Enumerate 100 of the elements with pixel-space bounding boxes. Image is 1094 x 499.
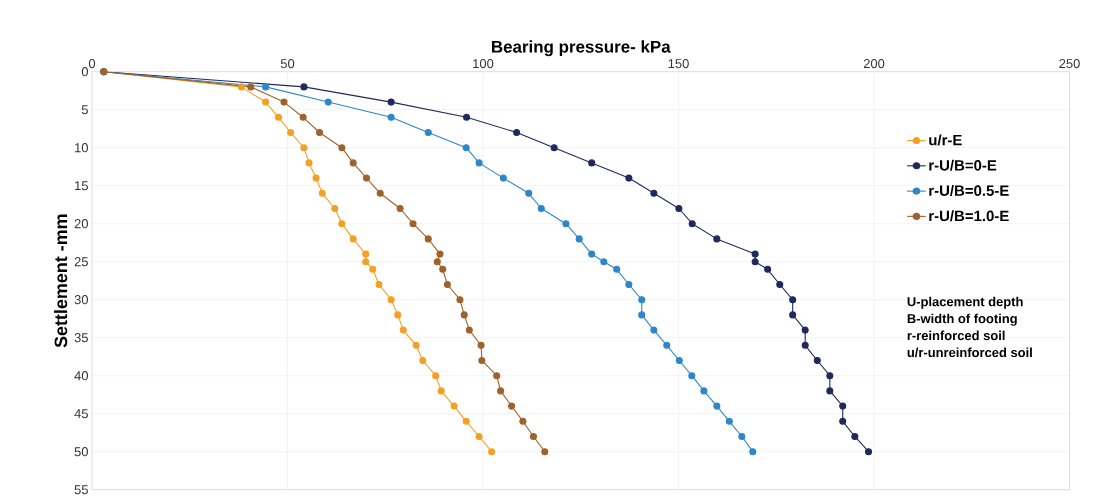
point [663, 341, 671, 349]
point [349, 159, 357, 167]
point [575, 235, 583, 243]
point [437, 387, 445, 395]
point [399, 326, 407, 334]
point [751, 250, 759, 258]
point [387, 296, 395, 304]
x-tick-label: 0 [88, 59, 96, 69]
point [713, 235, 721, 243]
point [725, 417, 733, 425]
point [688, 220, 696, 228]
point [826, 387, 834, 395]
x-tick-label: 250 [1059, 59, 1080, 69]
point [312, 174, 320, 182]
y-tick-label: 45 [74, 409, 88, 419]
annotation: B-width of footing [907, 313, 1017, 326]
point [508, 402, 516, 410]
point [826, 372, 834, 380]
point [316, 128, 324, 137]
point [519, 417, 527, 425]
point [376, 189, 384, 197]
point [280, 98, 288, 106]
y-tick-label: 20 [74, 219, 88, 229]
point [318, 189, 326, 197]
point [839, 417, 847, 425]
point [443, 280, 451, 289]
point [839, 402, 847, 410]
point [362, 258, 370, 266]
y-tick-label: 55 [74, 485, 88, 495]
point [362, 174, 371, 182]
point [851, 432, 859, 441]
point [478, 356, 486, 365]
point [456, 296, 464, 304]
point [613, 265, 621, 273]
point [424, 235, 432, 243]
point [625, 280, 633, 289]
point [433, 258, 441, 266]
point [675, 356, 683, 365]
point [700, 387, 708, 395]
point [299, 113, 307, 121]
point [499, 174, 507, 182]
point [493, 372, 501, 380]
point [588, 159, 596, 167]
point [394, 311, 402, 319]
point [338, 144, 346, 152]
x-axis-title: Bearing pressure- kPa [492, 40, 671, 57]
point [801, 326, 809, 334]
point [789, 296, 797, 304]
x-tick-label: 200 [863, 59, 885, 69]
point [396, 204, 404, 213]
point [412, 341, 420, 349]
point [865, 448, 873, 456]
point [338, 220, 346, 228]
point [541, 448, 549, 456]
point [349, 235, 357, 243]
legend-label: r-U/B=0.5-E [929, 184, 1009, 197]
point [262, 83, 270, 91]
legend-label: u/r-E [929, 134, 962, 146]
point [713, 402, 721, 410]
y-axis-title: Settlement -mm [54, 214, 68, 348]
y-tick-label: 50 [74, 447, 88, 457]
point [813, 356, 821, 365]
point [475, 159, 483, 167]
point [237, 83, 245, 91]
point [300, 144, 308, 152]
x-tick-label: 50 [280, 59, 295, 69]
y-tick-label: 30 [74, 295, 88, 305]
point [625, 174, 633, 182]
point [305, 159, 313, 167]
point [749, 448, 757, 456]
point [324, 98, 332, 106]
point [675, 204, 683, 213]
point [525, 189, 533, 197]
point [529, 432, 537, 441]
point [488, 448, 496, 456]
x-tick-label: 150 [668, 59, 689, 69]
point [387, 98, 395, 106]
y-tick-label: 10 [75, 143, 88, 153]
y-tick-label: 15 [75, 181, 88, 191]
point [738, 432, 746, 441]
point [477, 341, 485, 349]
point [462, 144, 470, 152]
point [369, 265, 377, 273]
point [247, 83, 255, 91]
point [300, 83, 308, 91]
point [409, 220, 417, 228]
point [588, 250, 596, 258]
legend-label: r-U/B=1.0-E [929, 210, 1009, 222]
point [638, 311, 646, 319]
point [562, 220, 570, 228]
point [650, 189, 658, 197]
point [387, 113, 395, 121]
y-tick-label: 40 [74, 371, 88, 381]
point [550, 144, 558, 152]
point [436, 250, 444, 258]
point [439, 265, 447, 273]
point [432, 372, 440, 380]
annotation: r-reinforced soil [907, 330, 1005, 341]
point [537, 204, 545, 213]
point [362, 250, 370, 258]
